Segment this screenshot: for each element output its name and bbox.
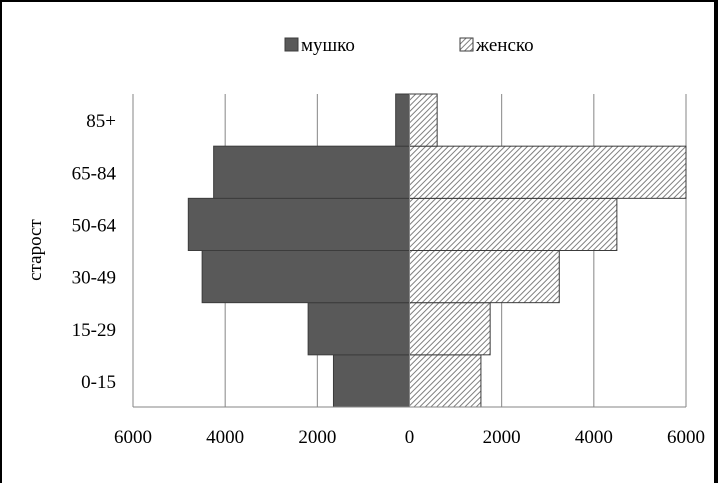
x-tick-label-6: 6000: [667, 427, 705, 448]
bar-male-0-15: [332, 354, 410, 408]
bar-male-15-29: [307, 302, 410, 356]
tick-labels: 6000 4000 2000 0 2000 4000 6000 0-15 15-29 30-49 5…: [72, 111, 705, 448]
bar-male-30-49: [201, 250, 410, 304]
bar-male-65-84: [213, 145, 410, 199]
y-tick-label-85+: 85+: [86, 111, 116, 132]
x-tick-label-2: 2000: [298, 427, 336, 448]
y-tick-label-50-64: 50-64: [72, 215, 117, 236]
x-tick-label-3: 0: [405, 427, 415, 448]
bar-female-0-15: [409, 354, 482, 408]
legend: мушко женско: [284, 35, 534, 56]
legend-label-female: женско: [475, 35, 534, 56]
bar-female-15-29: [409, 302, 491, 356]
x-tick-label-0: 6000: [114, 427, 152, 448]
y-tick-label-0-15: 0-15: [81, 372, 116, 393]
bar-female-65-84: [409, 145, 687, 199]
y-tick-label-15-29: 15-29: [72, 320, 116, 341]
axes: [133, 94, 686, 408]
y-axis-title: старост: [25, 219, 46, 281]
x-tick-label-1: 4000: [206, 427, 244, 448]
bar-female-50-64: [409, 197, 618, 251]
legend-swatch-male: [284, 37, 299, 52]
x-tick-label-5: 4000: [575, 427, 613, 448]
x-tick-label-4: 2000: [483, 427, 521, 448]
y-tick-label-65-84: 65-84: [72, 163, 117, 184]
y-tick-label-30-49: 30-49: [72, 268, 116, 289]
bar-male-85+: [395, 93, 410, 147]
bar-male-50-64: [187, 197, 410, 251]
bar-female-85+: [409, 93, 438, 147]
bar-female-30-49: [409, 250, 560, 304]
bars: [187, 93, 687, 408]
legend-label-male: мушко: [301, 35, 355, 56]
legend-swatch-female: [459, 37, 474, 52]
